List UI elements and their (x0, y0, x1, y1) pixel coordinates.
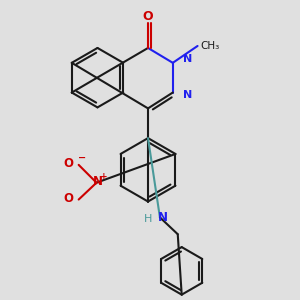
Text: +: + (100, 172, 107, 181)
Text: O: O (64, 158, 74, 170)
Text: N: N (158, 211, 168, 224)
Text: O: O (143, 10, 153, 23)
Text: CH₃: CH₃ (200, 41, 220, 51)
Text: N: N (183, 54, 192, 64)
Text: N: N (92, 175, 103, 188)
Text: O: O (64, 192, 74, 205)
Text: N: N (183, 89, 192, 100)
Text: −: − (78, 153, 86, 163)
Text: H: H (144, 214, 152, 224)
